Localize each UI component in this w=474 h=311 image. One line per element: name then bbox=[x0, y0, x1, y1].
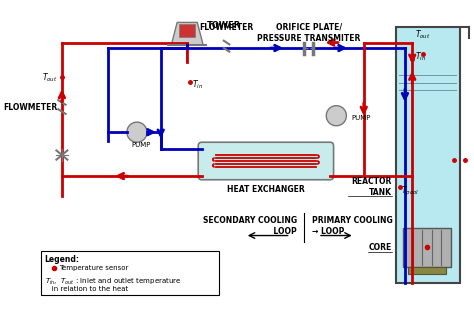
Text: HEAT EXCHANGER: HEAT EXCHANGER bbox=[227, 185, 305, 194]
Text: $T_{in}$: $T_{in}$ bbox=[192, 78, 203, 91]
Text: $T_{out}$: $T_{out}$ bbox=[42, 71, 57, 84]
Text: $T_{out}$: $T_{out}$ bbox=[415, 29, 430, 41]
Text: CORE: CORE bbox=[369, 243, 392, 252]
Text: in relation to the heat: in relation to the heat bbox=[45, 286, 128, 292]
Polygon shape bbox=[171, 22, 203, 45]
Text: SECONDARY COOLING
       LOOP: SECONDARY COOLING LOOP bbox=[203, 216, 297, 236]
Polygon shape bbox=[396, 27, 460, 283]
Bar bbox=[41, 251, 219, 295]
Text: ORIFICE PLATE/
PRESSURE TRANSMITER: ORIFICE PLATE/ PRESSURE TRANSMITER bbox=[257, 22, 361, 43]
Text: PUMP: PUMP bbox=[132, 142, 151, 148]
Text: $T_{in}$: $T_{in}$ bbox=[415, 51, 426, 63]
Text: Legend:: Legend: bbox=[45, 255, 80, 264]
Text: TOWER: TOWER bbox=[207, 21, 241, 30]
Text: $T_{pool}$: $T_{pool}$ bbox=[401, 185, 419, 198]
Text: FLOWMETER: FLOWMETER bbox=[200, 23, 254, 31]
Text: $T_{in}$,  $T_{out}$ : Inlet and outlet temperature: $T_{in}$, $T_{out}$ : Inlet and outlet t… bbox=[45, 277, 181, 287]
Circle shape bbox=[326, 106, 346, 126]
Circle shape bbox=[127, 122, 147, 142]
Text: PUMP: PUMP bbox=[351, 115, 370, 121]
FancyBboxPatch shape bbox=[198, 142, 334, 180]
Text: Temperature sensor: Temperature sensor bbox=[59, 265, 128, 271]
Bar bbox=[403, 228, 451, 267]
Text: REACTOR
TANK: REACTOR TANK bbox=[352, 177, 392, 197]
Bar bbox=[408, 267, 446, 274]
Text: PRIMARY COOLING
→ LOOP: PRIMARY COOLING → LOOP bbox=[311, 216, 392, 236]
Text: FLOWMETER: FLOWMETER bbox=[3, 103, 57, 112]
Bar bbox=[179, 24, 195, 37]
